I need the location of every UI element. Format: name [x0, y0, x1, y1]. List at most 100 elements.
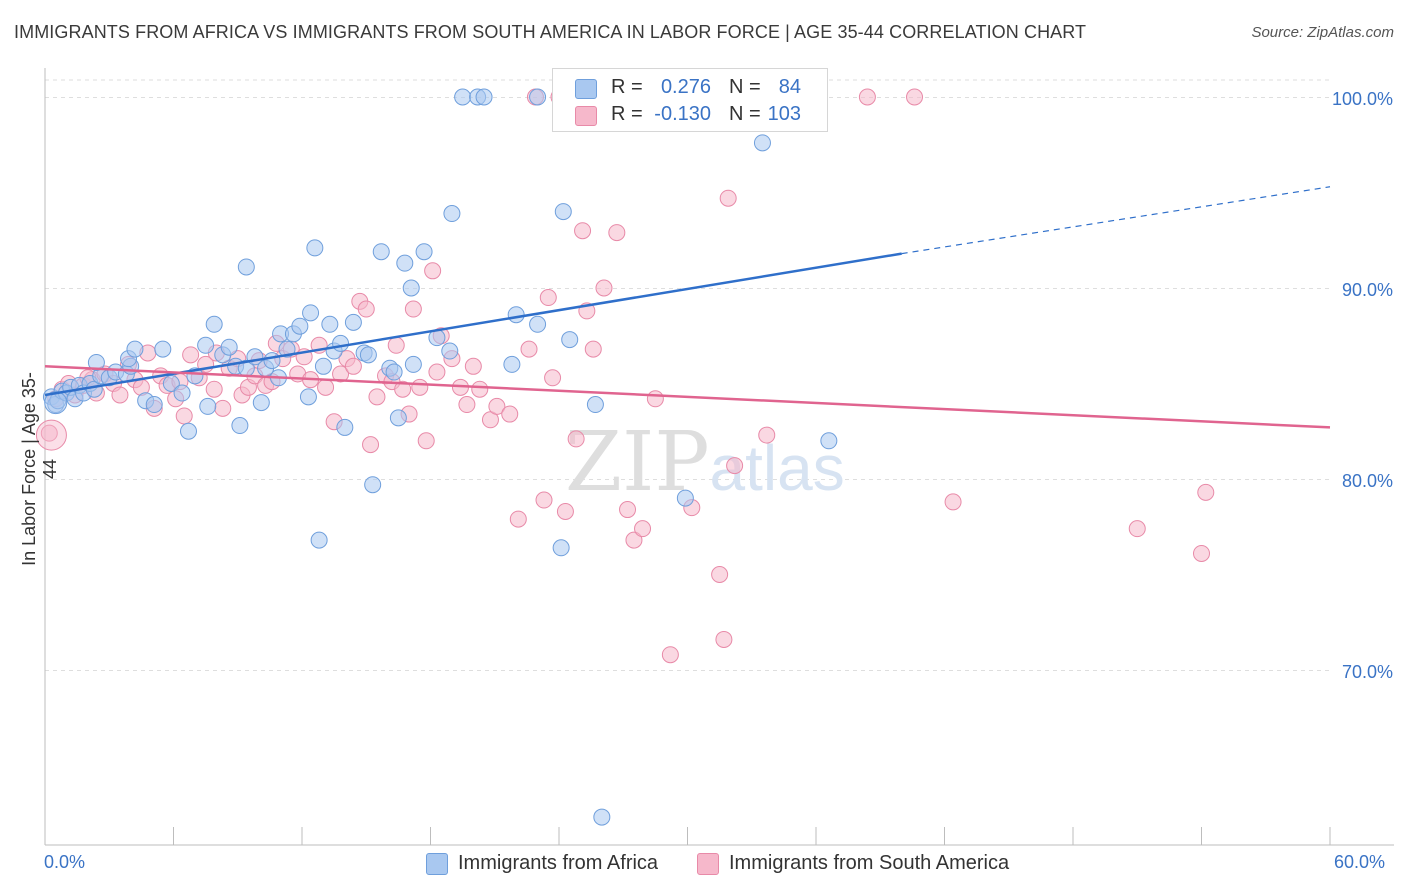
africa-point	[593, 808, 611, 826]
sa-point	[368, 388, 386, 406]
africa-point	[321, 315, 339, 333]
africa-legend-swatch	[426, 853, 448, 875]
sa-point	[758, 426, 776, 444]
africa-point	[299, 388, 317, 406]
africa-point	[332, 334, 350, 352]
chart-title: IMMIGRANTS FROM AFRICA VS IMMIGRANTS FRO…	[14, 22, 1087, 42]
africa-point	[529, 315, 547, 333]
africa-point	[314, 357, 332, 375]
sa-legend-swatch	[697, 853, 719, 875]
africa-point	[389, 409, 407, 427]
africa-n-label: N =	[729, 76, 761, 98]
sa-point	[464, 357, 482, 375]
africa-point	[402, 279, 420, 297]
sa-point	[556, 502, 574, 520]
africa-point	[359, 346, 377, 364]
africa-point	[263, 352, 281, 370]
sa-point	[424, 262, 442, 280]
y-tick-label: 70.0%	[1342, 662, 1393, 682]
africa-point	[197, 336, 215, 354]
sa-point	[711, 566, 729, 583]
sa-n-label: N =	[729, 103, 761, 125]
sa-point	[719, 189, 737, 207]
africa-swatch	[575, 79, 597, 99]
series-legend: Immigrants from Africa Immigrants from S…	[0, 852, 1406, 878]
africa-point	[475, 88, 493, 106]
africa-n-value: 84	[778, 76, 801, 98]
africa-point	[396, 254, 414, 272]
africa-point	[237, 258, 255, 276]
y-tick-labels: 70.0% 80.0% 90.0% 100.0%	[1332, 89, 1393, 682]
source-label: Source: ZipAtlas.com	[1251, 24, 1394, 41]
africa-r-value: 0.276	[660, 76, 711, 98]
sa-point	[539, 289, 557, 307]
sa-point	[501, 405, 519, 423]
sa-point	[595, 279, 613, 297]
sa-point	[1128, 520, 1146, 538]
sa-point	[417, 432, 435, 450]
sa-point	[40, 424, 58, 442]
sa-point	[458, 396, 476, 414]
africa-point	[443, 205, 461, 223]
africa-point	[554, 203, 572, 221]
sa-point	[535, 491, 553, 509]
africa-point	[385, 363, 403, 381]
sa-point	[1193, 544, 1210, 562]
sa-point	[205, 380, 223, 398]
africa-point	[454, 88, 472, 106]
africa-point	[552, 539, 570, 557]
sa-legend-label: Immigrants from South America	[729, 852, 1010, 874]
south-america-points	[35, 88, 1215, 664]
africa-trend-line	[44, 252, 902, 397]
sa-point	[625, 531, 643, 549]
africa-trend-extension	[901, 186, 1331, 255]
africa-point	[87, 353, 105, 371]
africa-point	[503, 355, 521, 373]
sa-point	[344, 357, 362, 375]
africa-point	[231, 417, 249, 435]
africa-point	[173, 384, 191, 402]
africa-point	[404, 355, 422, 373]
sa-point	[214, 399, 232, 417]
sa-r-label: R =	[611, 103, 643, 125]
sa-r-value: -0.130	[654, 103, 711, 125]
sa-trend-line	[44, 365, 1331, 429]
y-axis-label: In Labor Force | Age 35-44	[19, 372, 60, 566]
y-tick-label: 100.0%	[1332, 89, 1393, 109]
sa-point	[608, 224, 626, 242]
sa-point	[661, 646, 679, 664]
africa-point	[753, 134, 771, 152]
sa-point	[1197, 483, 1215, 501]
africa-point	[154, 340, 172, 358]
watermark: ZIPatlas	[565, 415, 845, 510]
sa-point	[428, 363, 446, 381]
africa-point	[529, 88, 547, 106]
sa-point	[111, 386, 129, 404]
sa-point	[317, 378, 335, 396]
africa-point	[344, 313, 362, 331]
y-tick-label: 80.0%	[1342, 471, 1393, 491]
africa-point	[205, 315, 223, 333]
africa-point	[310, 531, 328, 549]
x-tick-min: 0.0%	[44, 852, 86, 872]
sa-point	[362, 436, 380, 454]
africa-point	[252, 394, 270, 412]
africa-legend-label: Immigrants from Africa	[458, 852, 659, 874]
sa-point	[634, 520, 652, 538]
sa-point	[574, 222, 592, 240]
africa-point	[291, 317, 309, 335]
sa-point	[520, 340, 538, 358]
legend-row-africa: R = 0.276 N = 84	[553, 73, 827, 101]
axes	[44, 68, 1394, 846]
south-america-swatch	[575, 106, 597, 126]
correlation-legend: R = 0.276 N = 84 R = -0.130 N = 103	[552, 68, 828, 132]
africa-point	[441, 342, 459, 360]
sa-point	[567, 430, 585, 448]
sa-point	[726, 457, 744, 475]
sa-point	[906, 88, 924, 106]
africa-point	[372, 243, 390, 261]
africa-point	[415, 243, 433, 261]
sa-point	[182, 346, 200, 364]
sa-cluster-point	[35, 419, 67, 451]
